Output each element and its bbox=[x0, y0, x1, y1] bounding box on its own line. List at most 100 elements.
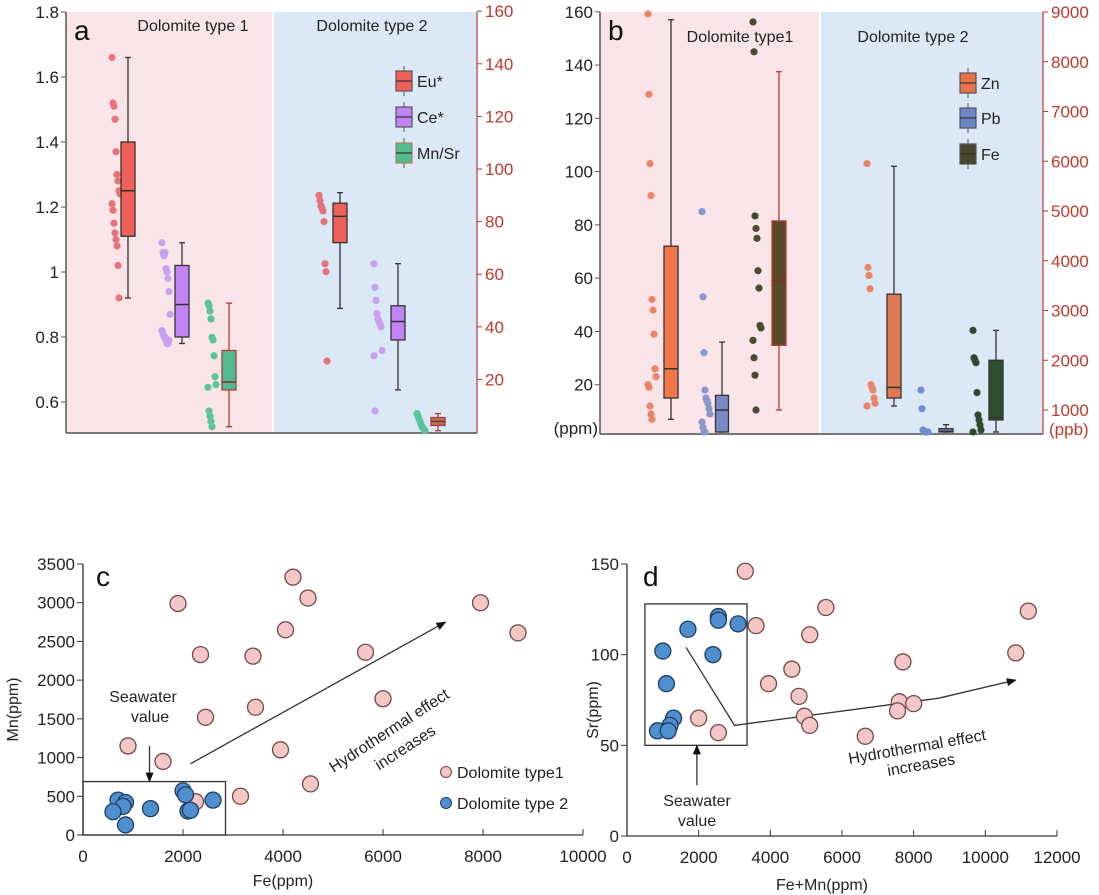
data-point bbox=[109, 206, 117, 214]
y-tick-label: 0 bbox=[66, 826, 75, 845]
box-iqr bbox=[390, 305, 406, 341]
data-point bbox=[647, 191, 655, 200]
data-point bbox=[750, 354, 758, 362]
panel-letter: c bbox=[96, 561, 110, 592]
data-point bbox=[865, 271, 873, 280]
data-point bbox=[648, 295, 656, 304]
data-point bbox=[701, 386, 709, 394]
data-point bbox=[869, 386, 877, 394]
seawater-label: Seawater bbox=[109, 689, 177, 706]
data-point bbox=[370, 260, 378, 268]
data-point bbox=[158, 239, 166, 247]
data-point bbox=[698, 207, 706, 216]
left-tick-label: 1.4 bbox=[35, 133, 59, 152]
data-point bbox=[209, 336, 217, 344]
data-point bbox=[110, 102, 118, 110]
region-background-type1 bbox=[66, 12, 272, 433]
data-point bbox=[371, 283, 379, 291]
box-iqr bbox=[174, 264, 190, 338]
seawater-label: Seawater bbox=[663, 793, 731, 810]
data-point bbox=[651, 365, 659, 373]
box-iqr bbox=[714, 394, 730, 433]
data-point bbox=[196, 708, 215, 726]
data-point bbox=[657, 675, 676, 693]
right-tick-label: 20 bbox=[485, 370, 504, 389]
data-point bbox=[749, 336, 757, 344]
data-point bbox=[113, 170, 121, 179]
data-point bbox=[783, 660, 801, 678]
hydrothermal-arrow bbox=[938, 678, 1017, 699]
data-point bbox=[207, 315, 215, 323]
legend-item-dolomite-type1: Dolomite type1 bbox=[440, 765, 564, 782]
data-point bbox=[969, 326, 977, 334]
data-point bbox=[208, 423, 216, 431]
series-dolomite-type1 bbox=[119, 568, 527, 811]
data-point bbox=[650, 330, 658, 338]
data-point bbox=[924, 428, 932, 436]
legend-item-mnsr: Mn/Sr bbox=[395, 138, 460, 168]
data-point bbox=[210, 352, 218, 360]
seawater-box bbox=[82, 780, 227, 836]
legend-marker bbox=[440, 766, 452, 778]
right-tick-label: 60 bbox=[485, 265, 504, 284]
series-eu-type2 bbox=[315, 191, 348, 365]
panel-d: 0 2000 4000 6000 8000 10000 12000 0 50 100 150 Fe+M… bbox=[585, 555, 1081, 894]
series-dolomite-type2 bbox=[104, 782, 222, 834]
data-point bbox=[801, 716, 819, 735]
box-iqr bbox=[988, 359, 1004, 421]
right-tick-label: 2000 bbox=[1051, 351, 1089, 370]
region-title: Dolomite type 2 bbox=[316, 18, 427, 35]
data-point bbox=[322, 267, 330, 276]
data-point bbox=[1007, 644, 1025, 662]
series-pb-type2 bbox=[917, 386, 954, 436]
series-fe-type1 bbox=[749, 18, 787, 414]
left-unit-label: (ppm) bbox=[554, 419, 598, 438]
series-mnsr-type2 bbox=[413, 409, 446, 435]
data-point bbox=[917, 386, 925, 394]
data-point bbox=[141, 800, 160, 818]
legend-item-zn: Zn bbox=[959, 68, 1000, 98]
data-point bbox=[700, 349, 708, 357]
data-point bbox=[871, 399, 879, 407]
data-point bbox=[154, 752, 172, 771]
data-point bbox=[750, 48, 758, 56]
left-tick-label: 120 bbox=[565, 109, 593, 128]
data-point bbox=[698, 418, 706, 426]
data-point bbox=[169, 594, 187, 613]
data-point bbox=[301, 775, 320, 793]
y-tick-label: 150 bbox=[591, 555, 619, 574]
legend-label: Fe bbox=[981, 147, 1000, 164]
data-point bbox=[377, 323, 385, 331]
left-tick-label: 20 bbox=[574, 376, 593, 395]
data-point bbox=[690, 709, 708, 727]
y-tick-label: 2000 bbox=[37, 671, 75, 690]
series-ce-type1 bbox=[158, 239, 190, 348]
panel-c: 0 2000 4000 6000 8000 10000 0 500 1000 1500 2000 25… bbox=[5, 555, 607, 890]
data-point bbox=[110, 219, 118, 227]
data-point bbox=[321, 260, 329, 268]
data-point bbox=[969, 428, 977, 436]
x-tick-label: 4000 bbox=[751, 848, 789, 867]
x-tick-label: 0 bbox=[78, 847, 87, 866]
legend-item-ce: Ce* bbox=[395, 102, 444, 132]
data-point bbox=[112, 148, 120, 156]
data-point bbox=[644, 10, 652, 18]
panel-letter: d bbox=[643, 561, 659, 592]
data-point bbox=[509, 624, 527, 642]
y-tick-label: 1500 bbox=[37, 710, 75, 729]
region-background-type2 bbox=[274, 12, 477, 433]
data-point bbox=[114, 177, 122, 185]
box-iqr bbox=[332, 202, 348, 244]
data-point bbox=[165, 336, 173, 344]
legend-marker bbox=[440, 797, 452, 809]
data-point bbox=[856, 727, 874, 745]
data-point bbox=[378, 346, 386, 355]
data-point bbox=[113, 242, 121, 250]
x-tick-label: 6000 bbox=[364, 847, 402, 866]
region-title: Dolomite type 1 bbox=[137, 18, 248, 35]
legend-item-pb: Pb bbox=[959, 103, 1001, 133]
right-tick-label: 160 bbox=[485, 2, 513, 21]
region-background-type2 bbox=[821, 12, 1043, 434]
data-point bbox=[371, 407, 379, 415]
data-point bbox=[471, 594, 490, 612]
